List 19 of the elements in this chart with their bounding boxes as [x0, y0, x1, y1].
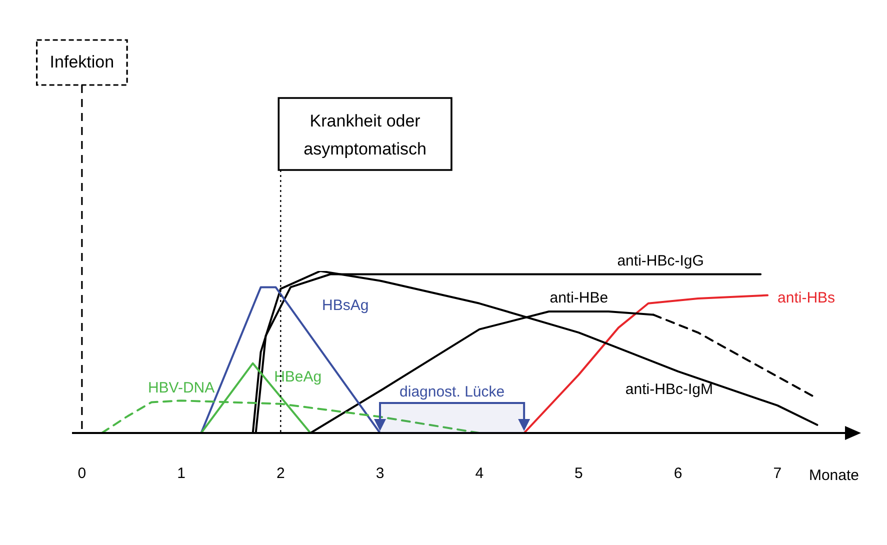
x-tick-label: 0 — [78, 465, 86, 482]
series-label: HBsAg — [322, 297, 369, 314]
series-label: anti-HBs — [778, 289, 836, 306]
x-tick-label: 3 — [376, 465, 384, 482]
series-label: anti-HBe — [550, 290, 608, 307]
series-label: anti-HBc-IgM — [625, 381, 713, 398]
x-tick-label: 1 — [177, 465, 186, 482]
ref-line-label: Infektion — [50, 52, 114, 72]
x-axis-title: Monate — [808, 467, 859, 484]
band-label: diagnost. Lücke — [400, 384, 505, 401]
x-tick-label: 6 — [674, 465, 682, 482]
x-tick-label: 2 — [276, 465, 285, 482]
ref-line-label: Krankheit oder asymptomatisch — [304, 112, 426, 159]
series-label: HBV-DNA — [148, 380, 215, 397]
x-tick-label: 4 — [475, 465, 484, 482]
x-tick-label: 7 — [773, 465, 782, 482]
x-tick-label: 5 — [574, 465, 583, 482]
series-label: anti-HBc-IgG — [617, 252, 704, 270]
series-label: HBeAg — [274, 368, 322, 386]
